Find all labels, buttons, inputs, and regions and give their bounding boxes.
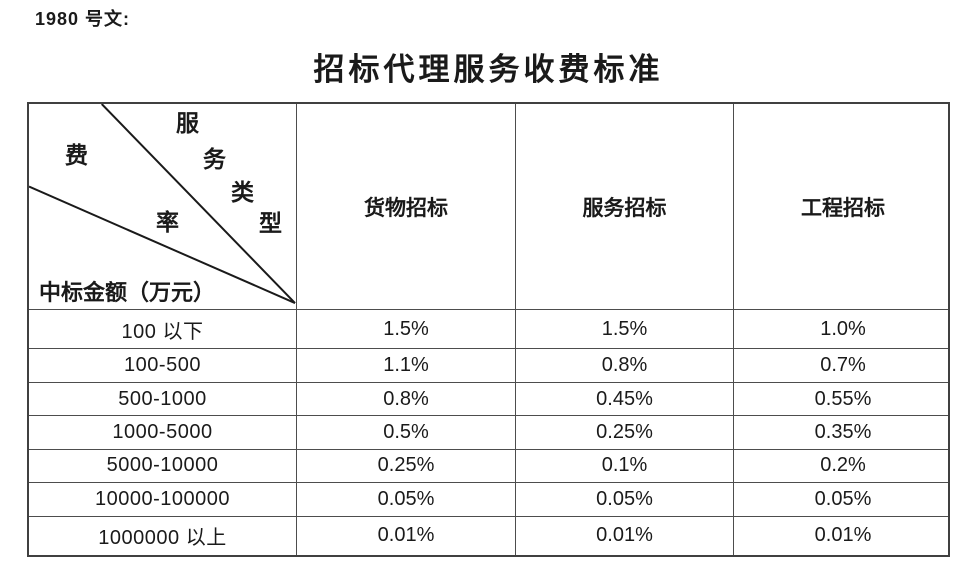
amount-range-cell: 100 以下 (29, 310, 297, 349)
rate-cell: 0.55% (814, 387, 872, 410)
service-type-char-2: 务 (203, 147, 226, 172)
rate-cell: 1.1% (297, 349, 516, 382)
rate-cell: 0.45% (516, 382, 734, 416)
rate-cell: 0.2% (820, 454, 866, 477)
rate-cell: 0.01% (297, 516, 516, 555)
column-header-services: 服务招标 (516, 104, 734, 309)
fee-rate-char-2: 率 (156, 210, 179, 235)
fee-rate-char-1: 费 (65, 143, 88, 168)
rate-cell: 0.05% (814, 487, 872, 510)
amount-range-cell: 1000-5000 (29, 416, 297, 449)
rate-cell: 1.5% (516, 310, 734, 349)
table-header-row: 服 务 类 型 费 率 中标金额（万元） 货物招标 服务招标 工程招标 (29, 104, 948, 310)
rate-cell: 0.8% (297, 382, 516, 416)
rate-cell: 0.05% (297, 483, 516, 516)
rate-cell: 0.35% (814, 420, 872, 443)
diagonal-header-cell: 服 务 类 型 费 率 中标金额（万元） (29, 104, 297, 309)
table-row: 500-1000 0.8% 0.45% 0.55% (29, 382, 948, 417)
rate-cell: 0.01% (814, 524, 872, 547)
page-title: 招标代理服务收费标准 (313, 52, 664, 87)
amount-axis-label: 中标金额（万元） (39, 280, 216, 305)
diagonal-lines (29, 104, 296, 304)
rate-cell: 1.5% (297, 310, 516, 349)
rate-cell: 0.8% (516, 349, 734, 382)
diagonal-line-lower (29, 185, 296, 304)
rate-cell: 0.25% (297, 449, 516, 483)
amount-range-cell: 5000-10000 (29, 449, 297, 483)
table-row: 5000-10000 0.25% 0.1% 0.2% (29, 449, 948, 484)
diagonal-line-upper (101, 104, 296, 304)
table-row: 10000-100000 0.05% 0.05% 0.05% (29, 483, 948, 517)
service-type-char-3: 类 (231, 180, 254, 205)
rate-cell: 0.7% (820, 354, 866, 377)
rate-cell: 0.5% (297, 416, 516, 449)
rate-cell: 0.25% (516, 416, 734, 449)
table-row: 100-500 1.1% 0.8% 0.7% (29, 349, 948, 383)
rate-cell: 0.1% (516, 449, 734, 483)
rate-cell: 0.01% (516, 516, 734, 555)
service-type-char-1: 服 (176, 111, 199, 136)
column-header-engineering: 工程招标 (801, 195, 885, 220)
amount-range-cell: 1000000 以上 (29, 516, 297, 555)
fee-standard-table: 服 务 类 型 费 率 中标金额（万元） 货物招标 服务招标 工程招标 100 … (27, 102, 950, 557)
table-row: 100 以下 1.5% 1.5% 1.0% (29, 310, 948, 350)
amount-range-cell: 10000-100000 (29, 483, 297, 516)
column-header-goods: 货物招标 (297, 104, 516, 309)
service-type-char-4: 型 (259, 211, 282, 236)
rate-cell: 1.0% (820, 317, 866, 340)
table-row: 1000000 以上 0.01% 0.01% 0.01% (29, 516, 948, 555)
document-reference: 1980 号文: (35, 9, 131, 29)
table-row: 1000-5000 0.5% 0.25% 0.35% (29, 416, 948, 450)
rate-cell: 0.05% (516, 483, 734, 516)
amount-range-cell: 500-1000 (29, 382, 297, 416)
amount-range-cell: 100-500 (29, 349, 297, 382)
